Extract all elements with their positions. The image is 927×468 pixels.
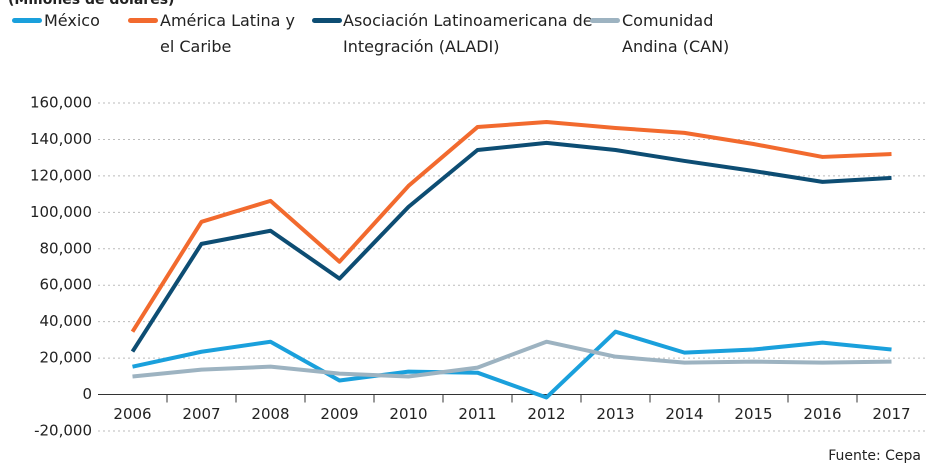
x-tick-label: 2007 (182, 405, 220, 423)
x-tick-label: 2013 (596, 405, 634, 423)
x-tick-label: 2015 (734, 405, 772, 423)
legend-swatch (128, 18, 158, 23)
x-tick-label: 2010 (389, 405, 427, 423)
y-tick-label: -20,000 (34, 422, 92, 440)
x-tick-label: 2008 (251, 405, 289, 423)
series-line (130, 140, 892, 353)
y-tick-label: 0 (82, 385, 92, 403)
y-tick-label: 120,000 (30, 166, 92, 184)
x-tick-label: 2009 (320, 405, 358, 423)
chart-subtitle: (Millones de dólares) (8, 0, 174, 8)
y-tick-label: 80,000 (40, 239, 93, 257)
legend-label: Comunidad Andina (CAN) (622, 11, 730, 56)
legend-swatch (12, 18, 42, 23)
legend-swatch (590, 18, 620, 23)
source-note: Fuente: Cepa (828, 448, 921, 464)
y-tick-label: 160,000 (30, 94, 92, 112)
legend-label: Asociación Latinoamericana de Integració… (343, 11, 593, 56)
y-tick-label: 20,000 (40, 349, 93, 367)
x-tick-label: 2011 (458, 405, 496, 423)
x-tick-label: 2014 (665, 405, 703, 423)
series-line (132, 339, 892, 379)
legend-swatch (312, 18, 342, 23)
y-tick-label: 140,000 (30, 130, 92, 148)
y-tick-label: 60,000 (40, 276, 93, 294)
x-tick-label: 2006 (113, 405, 151, 423)
x-tick-label: 2017 (872, 405, 910, 423)
x-tick-label: 2016 (803, 405, 841, 423)
y-tick-label: 100,000 (30, 203, 92, 221)
y-tick-label: 40,000 (40, 312, 93, 330)
x-tick-label: 2012 (527, 405, 565, 423)
series-line (130, 119, 892, 333)
legend-label: América Latina y el Caribe (160, 11, 296, 56)
series-line (132, 329, 892, 400)
legend-label: México (44, 11, 100, 30)
